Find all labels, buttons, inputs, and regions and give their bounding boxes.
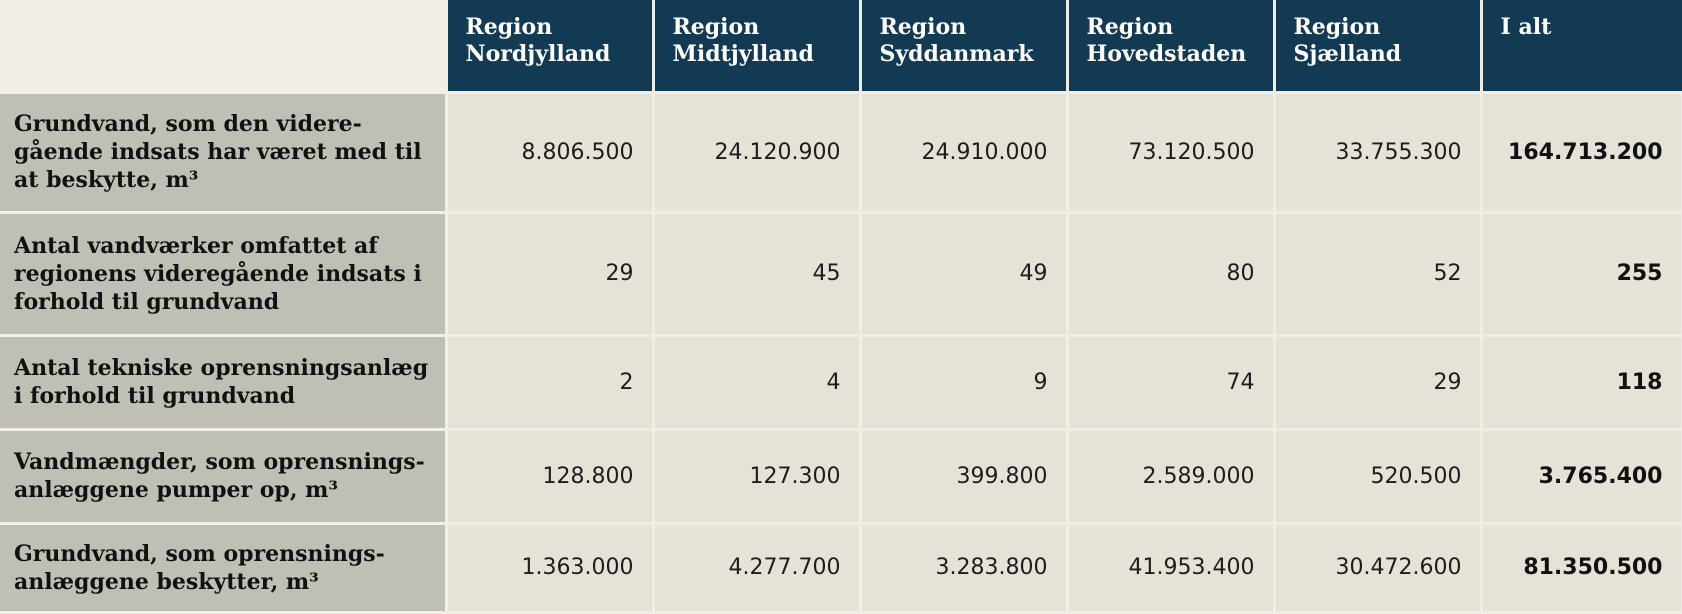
cell-total: 255: [1479, 212, 1682, 337]
cell-nordjylland: 2: [444, 335, 655, 431]
cell-total: 3.765.400: [1479, 429, 1682, 525]
cell-hovedstaden: 74: [1065, 335, 1276, 431]
column-header-sjaelland: Region Sjælland: [1272, 0, 1481, 94]
cell-nordjylland: 1.363.000: [444, 523, 655, 614]
corner-cell: [0, 0, 446, 94]
table-row: Grundvand, som den videre- gående indsat…: [0, 92, 1682, 214]
cell-midtjylland: 45: [651, 212, 862, 337]
column-header-total: I alt: [1479, 0, 1682, 94]
cell-midtjylland: 4.277.700: [651, 523, 862, 614]
cell-hovedstaden: 73.120.500: [1065, 92, 1276, 214]
cell-syddanmark: 24.910.000: [858, 92, 1069, 214]
cell-hovedstaden: 2.589.000: [1065, 429, 1276, 525]
cell-syddanmark: 9: [858, 335, 1069, 431]
cell-hovedstaden: 80: [1065, 212, 1276, 337]
row-label: Grundvand, som oprensnings- anlæggene be…: [0, 523, 448, 614]
cell-syddanmark: 49: [858, 212, 1069, 337]
cell-midtjylland: 4: [651, 335, 862, 431]
cell-nordjylland: 29: [444, 212, 655, 337]
table-row: Vandmængder, som oprensnings- anlæggene …: [0, 429, 1682, 525]
cell-nordjylland: 128.800: [444, 429, 655, 525]
cell-sjaelland: 33.755.300: [1272, 92, 1483, 214]
table-row: Antal vandværker omfattet af regionens v…: [0, 212, 1682, 337]
column-header-hovedstaden: Region Hovedstaden: [1065, 0, 1274, 94]
cell-syddanmark: 399.800: [858, 429, 1069, 525]
cell-hovedstaden: 41.953.400: [1065, 523, 1276, 614]
table-row: Grundvand, som oprensnings- anlæggene be…: [0, 523, 1682, 614]
row-label: Antal tekniske oprensningsanlæg i forhol…: [0, 335, 448, 431]
row-label: Vandmængder, som oprensnings- anlæggene …: [0, 429, 448, 525]
cell-midtjylland: 127.300: [651, 429, 862, 525]
cell-sjaelland: 30.472.600: [1272, 523, 1483, 614]
table-row: Antal tekniske oprensningsanlæg i forhol…: [0, 335, 1682, 431]
cell-sjaelland: 520.500: [1272, 429, 1483, 525]
cell-sjaelland: 52: [1272, 212, 1483, 337]
column-header-nordjylland: Region Nordjylland: [444, 0, 653, 94]
cell-sjaelland: 29: [1272, 335, 1483, 431]
cell-total: 118: [1479, 335, 1682, 431]
row-label: Grundvand, som den videre- gående indsat…: [0, 92, 448, 214]
cell-total: 81.350.500: [1479, 523, 1682, 614]
column-header-syddanmark: Region Syddanmark: [858, 0, 1067, 94]
cell-syddanmark: 3.283.800: [858, 523, 1069, 614]
row-label: Antal vandværker omfattet af regionens v…: [0, 212, 448, 337]
header-row: Region Nordjylland Region Midtjylland Re…: [0, 0, 1682, 94]
cell-midtjylland: 24.120.900: [651, 92, 862, 214]
column-header-midtjylland: Region Midtjylland: [651, 0, 860, 94]
cell-total: 164.713.200: [1479, 92, 1682, 214]
cell-nordjylland: 8.806.500: [444, 92, 655, 214]
